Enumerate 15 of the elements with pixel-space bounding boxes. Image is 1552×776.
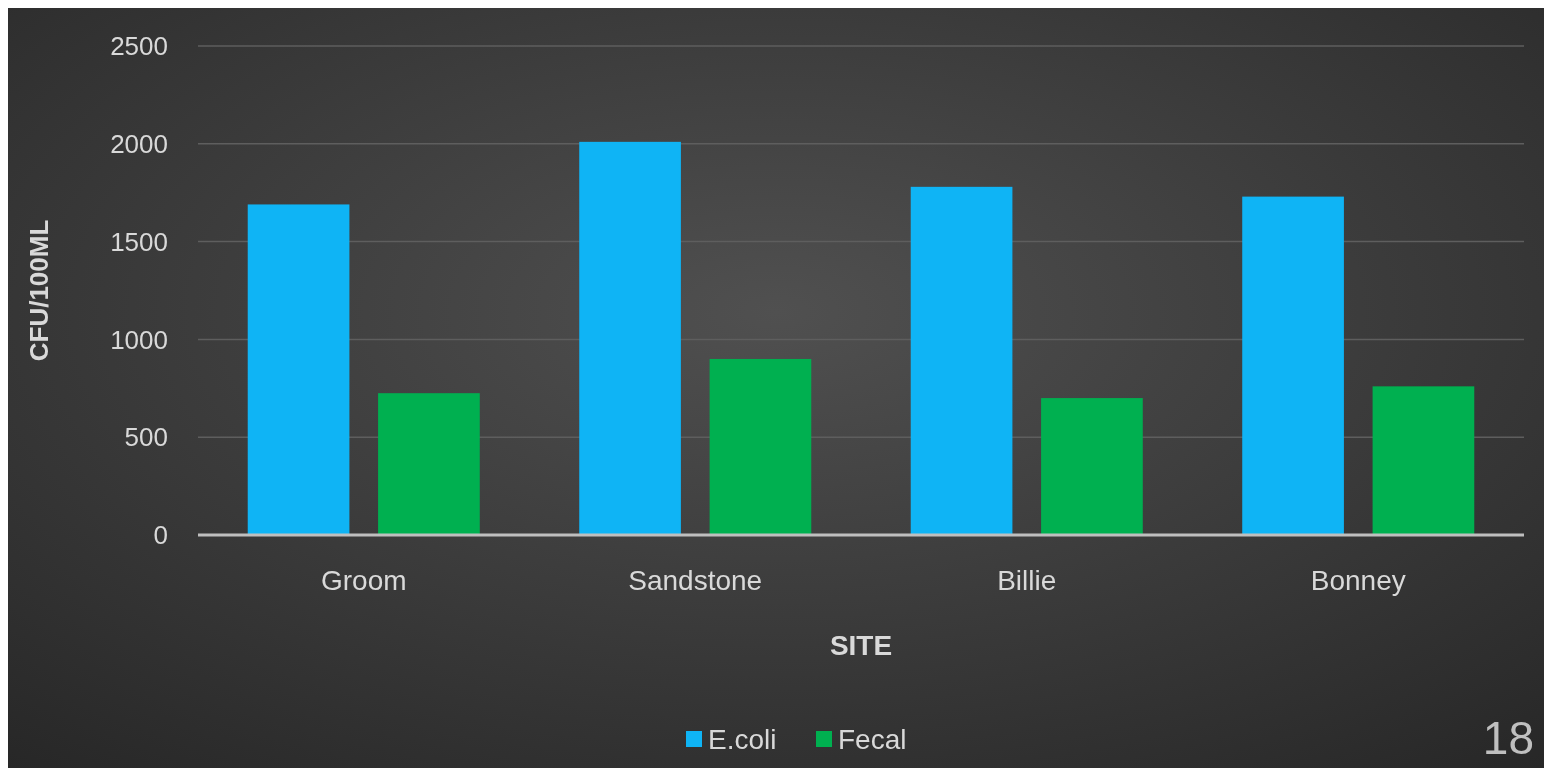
x-tick-label: Groom <box>320 565 407 596</box>
y-tick-label: 1000 <box>110 324 168 355</box>
x-tick-label: Billie <box>997 565 1057 596</box>
y-tick-label: 0 <box>153 520 168 551</box>
legend-label: E.coli <box>708 723 777 755</box>
y-tick-label: 2000 <box>110 128 168 159</box>
y-tick-label: 500 <box>124 422 168 453</box>
x-axis-title: SITE <box>829 630 893 661</box>
legend-label: Fecal <box>838 723 907 755</box>
y-tick-label: 1500 <box>110 226 168 257</box>
y-tick-label: 2500 <box>110 31 168 62</box>
x-tick-label: Sandstone <box>628 565 763 596</box>
y-axis-title: CFU/100ML <box>24 219 54 362</box>
x-tick-label: Bonney <box>1310 565 1406 596</box>
text: 18 <box>1482 712 1534 764</box>
